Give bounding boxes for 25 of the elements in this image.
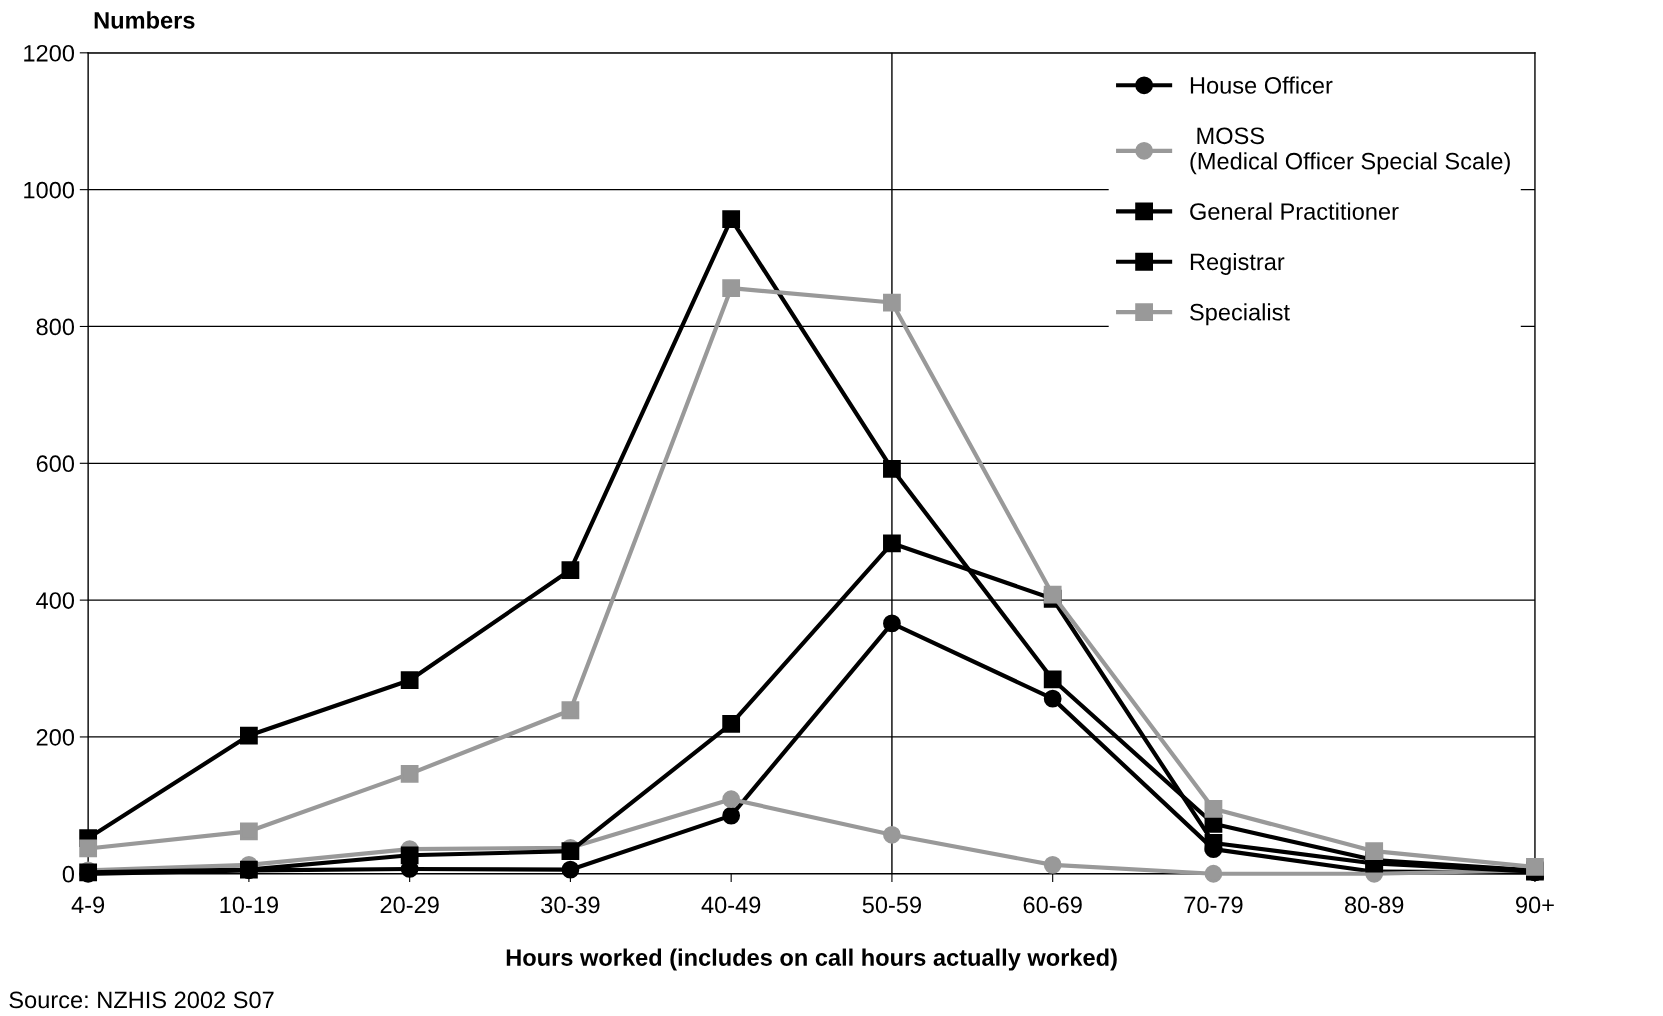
y-tick-label: 400 bbox=[36, 592, 75, 609]
x-tick-label: 40-49 bbox=[701, 896, 761, 914]
x-tick-label: 60-69 bbox=[1023, 896, 1082, 914]
y-tick-label: 600 bbox=[36, 455, 75, 473]
legend-label: House Officer bbox=[1190, 76, 1333, 94]
y-tick-label: 800 bbox=[36, 318, 75, 336]
x-tick-label: 90+ bbox=[1516, 896, 1554, 914]
y-tick-label: 1000 bbox=[24, 181, 75, 199]
source-note: Source: NZHIS 2002 S07 bbox=[9, 991, 274, 1009]
legend-label: Specialist bbox=[1190, 303, 1290, 326]
x-tick-label: 80-89 bbox=[1345, 896, 1404, 914]
x-tick-label: 50-59 bbox=[862, 896, 921, 914]
y-tick-label: 1200 bbox=[24, 44, 75, 62]
y-tick-label: 200 bbox=[36, 729, 75, 746]
x-tick-label: 4-9 bbox=[71, 896, 105, 914]
x-tick-label: 10-19 bbox=[220, 896, 278, 914]
x-tick-label: 20-29 bbox=[380, 896, 439, 914]
legend-label: General Practitioner bbox=[1190, 202, 1399, 220]
x-axis-title: Hours worked (includes on call hours actually worked) bbox=[506, 948, 1117, 971]
x-tick-label: 70-79 bbox=[1184, 896, 1243, 914]
x-tick-label: 30-39 bbox=[541, 896, 600, 914]
y-tick-label: 0 bbox=[62, 865, 75, 883]
legend-label: Registrar bbox=[1190, 252, 1285, 275]
legend-label: MOSS (Medical Officer Special Scale) bbox=[1190, 127, 1510, 175]
y-axis-title: Numbers bbox=[94, 11, 195, 29]
